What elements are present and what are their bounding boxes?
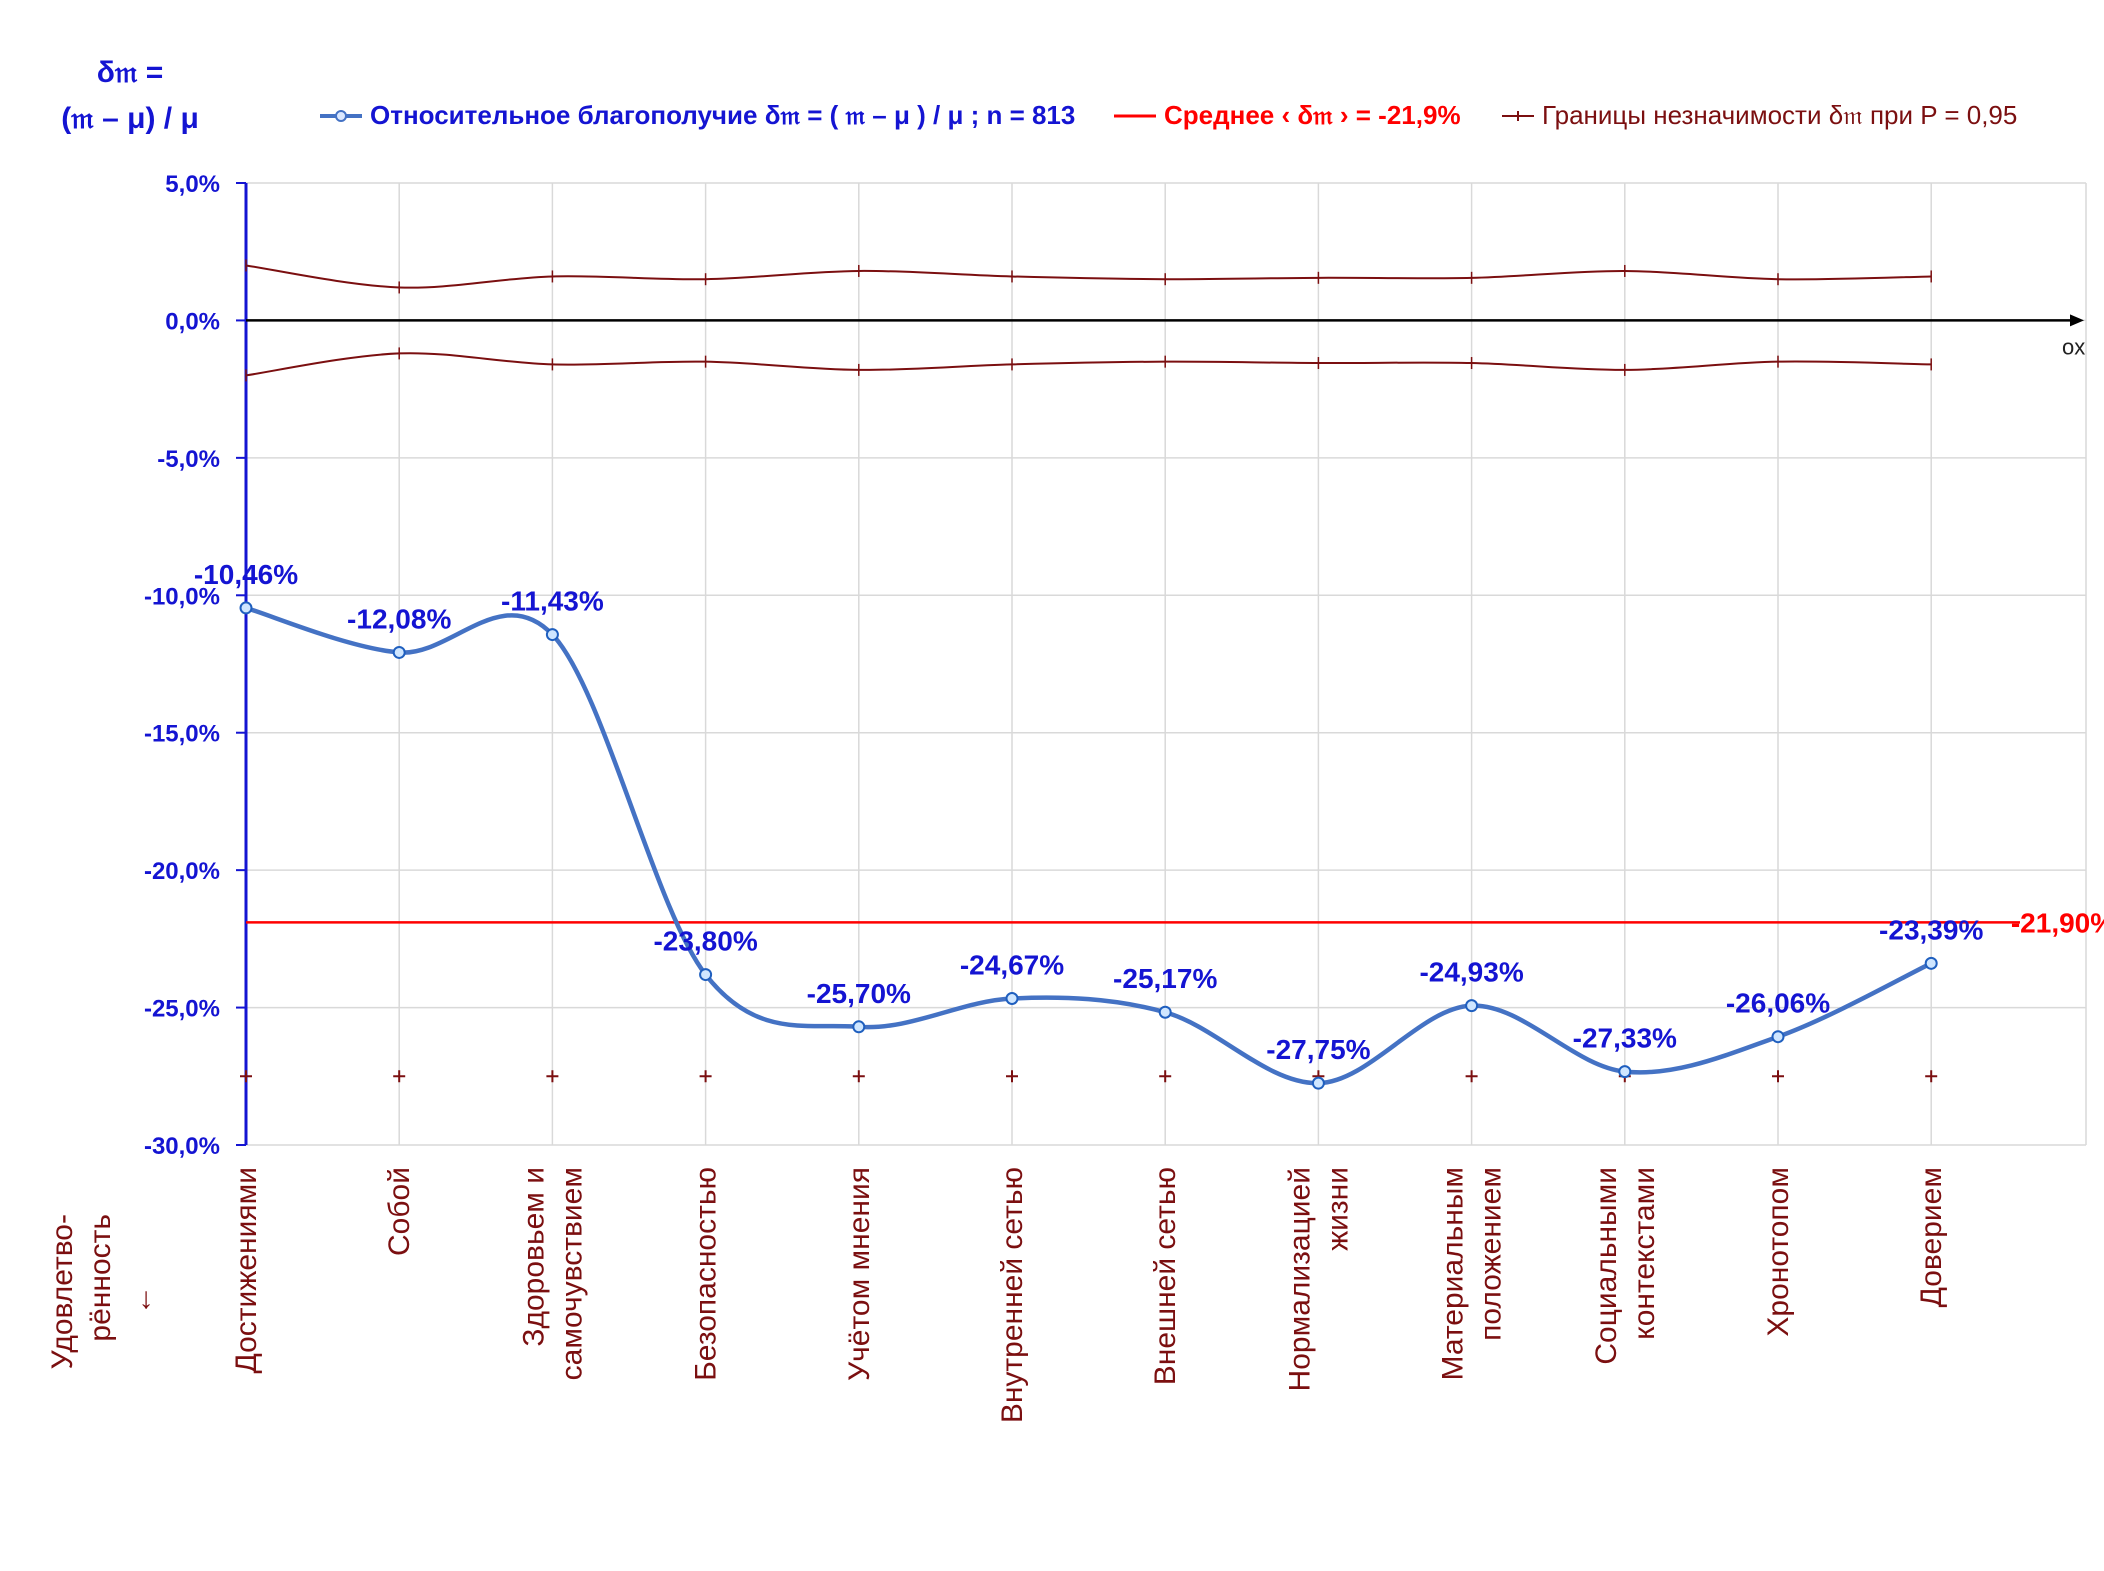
main-series-line: [245, 605, 1933, 1086]
category-label: Материальным: [1437, 1167, 1470, 1380]
x-axis-arrow-icon: [2070, 314, 2084, 327]
y-tick-label: 5,0%: [165, 171, 220, 198]
category-label: Внешней сетью: [1149, 1167, 1182, 1385]
main-series-point: [1465, 999, 1479, 1013]
category-label: Собой: [383, 1167, 416, 1256]
category-label: положением: [1475, 1167, 1508, 1341]
main-series-data-label: -12,08%: [347, 603, 451, 634]
main-series-data-label: -24,93%: [1419, 957, 1523, 988]
main-series-point: [852, 1020, 866, 1034]
bounds-cross-marker: [240, 1070, 252, 1083]
legend-label-main: Относительное благополучие δ𝔪 = ( 𝔪 – μ …: [370, 100, 1076, 130]
category-label: самочувствием: [555, 1167, 588, 1380]
y-tick-label: 0,0%: [165, 308, 220, 335]
x-axis-title-line: Удовлетво-: [46, 1214, 79, 1369]
category-label: Доверием: [1915, 1167, 1948, 1307]
main-series-point: [1311, 1076, 1325, 1090]
bounds-cross-marker: [1925, 1070, 1938, 1083]
legend-item-bounds: Границы незначимости δ𝔪 при P = 0,95: [1500, 96, 2017, 136]
bounds-cross-marker: [852, 1070, 865, 1083]
category-label: Достижениями: [230, 1167, 263, 1374]
legend-swatch-bounds: [1502, 111, 1534, 121]
y-tick-label: -25,0%: [144, 996, 220, 1023]
category-label: Учётом мнения: [843, 1167, 876, 1381]
main-series-data-label: -24,67%: [960, 950, 1064, 981]
category-label: Нормализацией: [1283, 1167, 1316, 1391]
y-tick-label: -20,0%: [144, 858, 220, 885]
bounds-cross-marker: [1006, 1070, 1018, 1083]
category-label: Здоровьем и: [517, 1167, 550, 1347]
main-series-point: [1158, 1005, 1172, 1019]
y-tick-label: -30,0%: [144, 1133, 220, 1160]
legend-swatch-main: [320, 110, 362, 122]
y-axis-title-line1: δ𝔪 =: [96, 56, 164, 89]
bounds-upper-line: [245, 264, 1932, 289]
bounds-lower-line: [245, 352, 1932, 377]
y-axis-title-line2: (𝔪 – μ) / μ: [61, 102, 199, 135]
category-label: контекстами: [1628, 1167, 1661, 1340]
bounds-cross-marker: [699, 1070, 712, 1083]
main-series-point: [1924, 956, 1938, 970]
y-tick-label: -10,0%: [144, 583, 220, 610]
y-tick-label: -15,0%: [144, 721, 220, 748]
mean-data-label: -21,90%: [2011, 907, 2104, 938]
main-series-data-label: -26,06%: [1726, 988, 1830, 1019]
main-series-data-label: -25,17%: [1113, 963, 1217, 994]
main-series-data-label: -10,46%: [194, 559, 298, 590]
main-series-point: [1005, 992, 1019, 1006]
category-label: жизни: [1321, 1167, 1354, 1251]
main-series-point: [1618, 1065, 1632, 1079]
y-tick-label: -5,0%: [157, 446, 220, 473]
main-series-data-label: -27,33%: [1573, 1023, 1677, 1054]
bounds-cross-marker: [1159, 1070, 1172, 1083]
x-axis-title-line: рённость: [84, 1214, 117, 1342]
x-axis-name: ox: [2062, 334, 2085, 359]
legend-swatch-mean: [1114, 114, 1156, 118]
main-series-point: [1771, 1030, 1785, 1044]
main-series-data-label: -23,80%: [653, 926, 757, 957]
bounds-cross-marker: [1772, 1070, 1784, 1083]
legend-item-mean: Среднее ‹ δ𝔪 › = -21,9%: [1112, 96, 1461, 136]
category-label: Внутренней сетью: [996, 1167, 1029, 1423]
bounds-cross-marker: [1465, 1070, 1478, 1083]
main-series-data-label: -27,75%: [1266, 1034, 1370, 1065]
main-series-point: [392, 645, 406, 659]
main-series-point: [545, 628, 559, 642]
y-axis-title: δ𝔪 = (𝔪 – μ) / μ: [40, 50, 220, 142]
category-label: Социальными: [1590, 1167, 1623, 1365]
legend-label-bounds: Границы незначимости δ𝔪 при P = 0,95: [1542, 100, 2018, 130]
main-series-data-label: -23,39%: [1879, 914, 1983, 945]
category-label: Безопасностью: [690, 1167, 723, 1381]
category-label: Хронотопом: [1762, 1167, 1795, 1337]
x-axis-title-arrow: ↓: [139, 1282, 154, 1315]
main-series-point: [239, 601, 253, 615]
legend-item-main: Относительное благополучие δ𝔪 = ( 𝔪 – μ …: [318, 96, 1075, 136]
bounds-cross-marker: [393, 1070, 406, 1083]
main-series-data-label: -25,70%: [807, 978, 911, 1009]
main-series-point: [699, 968, 713, 982]
legend-label-mean: Среднее ‹ δ𝔪 › = -21,9%: [1164, 100, 1461, 130]
main-series-data-label: -11,43%: [501, 586, 604, 617]
bounds-cross-marker: [546, 1070, 559, 1083]
